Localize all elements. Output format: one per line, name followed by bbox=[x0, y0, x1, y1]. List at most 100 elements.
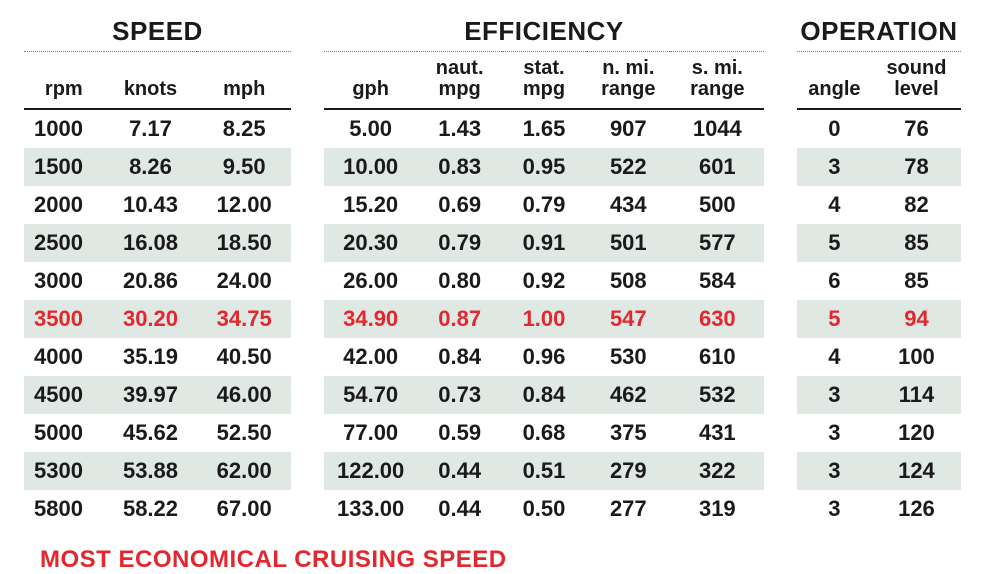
cell-sound: 82 bbox=[872, 186, 961, 224]
cell-srange: 1044 bbox=[670, 109, 764, 148]
cell-mph: 34.75 bbox=[197, 300, 291, 338]
cell-knots: 7.17 bbox=[104, 109, 198, 148]
cell-nmpg: 0.84 bbox=[417, 338, 501, 376]
cell-gph: 26.00 bbox=[324, 262, 418, 300]
cell-sound: 76 bbox=[872, 109, 961, 148]
cell-knots: 45.62 bbox=[104, 414, 198, 452]
cell-nmpg: 1.43 bbox=[417, 109, 501, 148]
cell-nrange: 462 bbox=[586, 376, 670, 414]
section-efficiency: EFFICIENCY bbox=[324, 14, 764, 52]
cell-knots: 8.26 bbox=[104, 148, 198, 186]
cell-rpm: 2500 bbox=[24, 224, 104, 262]
col-nmpg: naut. mpg bbox=[417, 52, 501, 110]
cell-gph: 10.00 bbox=[324, 148, 418, 186]
cell-knots: 10.43 bbox=[104, 186, 198, 224]
cell-smpg: 1.00 bbox=[502, 300, 586, 338]
cell-gph: 54.70 bbox=[324, 376, 418, 414]
cell-gph: 42.00 bbox=[324, 338, 418, 376]
section-header-row: SPEEDEFFICIENCYOPERATION bbox=[24, 14, 961, 52]
cell-nmpg: 0.73 bbox=[417, 376, 501, 414]
cell-nrange: 907 bbox=[586, 109, 670, 148]
col-angle: angle bbox=[797, 52, 872, 110]
table-row: 10007.178.255.001.431.659071044076 bbox=[24, 109, 961, 148]
cell-mph: 9.50 bbox=[197, 148, 291, 186]
cell-smpg: 0.84 bbox=[502, 376, 586, 414]
cell-srange: 610 bbox=[670, 338, 764, 376]
cell-nrange: 508 bbox=[586, 262, 670, 300]
cell-rpm: 3500 bbox=[24, 300, 104, 338]
cell-mph: 12.00 bbox=[197, 186, 291, 224]
cell-angle: 0 bbox=[797, 109, 872, 148]
cell-sound: 120 bbox=[872, 414, 961, 452]
cell-mph: 67.00 bbox=[197, 490, 291, 528]
cell-srange: 532 bbox=[670, 376, 764, 414]
cell-knots: 58.22 bbox=[104, 490, 198, 528]
cell-nrange: 522 bbox=[586, 148, 670, 186]
cell-gph: 15.20 bbox=[324, 186, 418, 224]
cell-srange: 577 bbox=[670, 224, 764, 262]
cell-srange: 319 bbox=[670, 490, 764, 528]
cell-rpm: 2000 bbox=[24, 186, 104, 224]
cell-angle: 5 bbox=[797, 300, 872, 338]
cell-nrange: 530 bbox=[586, 338, 670, 376]
section-operation: OPERATION bbox=[797, 14, 961, 52]
cell-smpg: 0.92 bbox=[502, 262, 586, 300]
table-row: 350030.2034.7534.900.871.00547630594 bbox=[24, 300, 961, 338]
cell-nmpg: 0.79 bbox=[417, 224, 501, 262]
cell-smpg: 0.50 bbox=[502, 490, 586, 528]
cell-knots: 39.97 bbox=[104, 376, 198, 414]
col-nrange: n. mi. range bbox=[586, 52, 670, 110]
cell-srange: 322 bbox=[670, 452, 764, 490]
cell-rpm: 1000 bbox=[24, 109, 104, 148]
cell-srange: 584 bbox=[670, 262, 764, 300]
cell-gph: 77.00 bbox=[324, 414, 418, 452]
cell-rpm: 1500 bbox=[24, 148, 104, 186]
cell-sound: 94 bbox=[872, 300, 961, 338]
cell-sound: 78 bbox=[872, 148, 961, 186]
cell-nmpg: 0.87 bbox=[417, 300, 501, 338]
cell-rpm: 4500 bbox=[24, 376, 104, 414]
cell-nmpg: 0.59 bbox=[417, 414, 501, 452]
footer-note: MOST ECONOMICAL CRUISING SPEED bbox=[24, 528, 961, 574]
cell-rpm: 5000 bbox=[24, 414, 104, 452]
col-gph: gph bbox=[324, 52, 418, 110]
cell-gph: 20.30 bbox=[324, 224, 418, 262]
cell-rpm: 5300 bbox=[24, 452, 104, 490]
cell-smpg: 1.65 bbox=[502, 109, 586, 148]
table-row: 530053.8862.00122.000.440.512793223124 bbox=[24, 452, 961, 490]
cell-mph: 62.00 bbox=[197, 452, 291, 490]
cell-nrange: 547 bbox=[586, 300, 670, 338]
cell-smpg: 0.96 bbox=[502, 338, 586, 376]
cell-angle: 6 bbox=[797, 262, 872, 300]
cell-nrange: 277 bbox=[586, 490, 670, 528]
cell-srange: 500 bbox=[670, 186, 764, 224]
cell-knots: 20.86 bbox=[104, 262, 198, 300]
cell-mph: 24.00 bbox=[197, 262, 291, 300]
col-smpg: stat. mpg bbox=[502, 52, 586, 110]
table-row: 200010.4312.0015.200.690.79434500482 bbox=[24, 186, 961, 224]
col-srange: s. mi. range bbox=[670, 52, 764, 110]
cell-angle: 4 bbox=[797, 338, 872, 376]
table-row: 250016.0818.5020.300.790.91501577585 bbox=[24, 224, 961, 262]
col-knots: knots bbox=[104, 52, 198, 110]
cell-angle: 5 bbox=[797, 224, 872, 262]
cell-angle: 3 bbox=[797, 414, 872, 452]
cell-angle: 3 bbox=[797, 376, 872, 414]
cell-srange: 601 bbox=[670, 148, 764, 186]
cell-rpm: 4000 bbox=[24, 338, 104, 376]
cell-knots: 53.88 bbox=[104, 452, 198, 490]
cell-gph: 122.00 bbox=[324, 452, 418, 490]
table-row: 300020.8624.0026.000.800.92508584685 bbox=[24, 262, 961, 300]
cell-srange: 630 bbox=[670, 300, 764, 338]
cell-mph: 18.50 bbox=[197, 224, 291, 262]
cell-gph: 34.90 bbox=[324, 300, 418, 338]
cell-nmpg: 0.44 bbox=[417, 490, 501, 528]
cell-smpg: 0.95 bbox=[502, 148, 586, 186]
col-sound: sound level bbox=[872, 52, 961, 110]
table-row: 450039.9746.0054.700.730.844625323114 bbox=[24, 376, 961, 414]
cell-angle: 3 bbox=[797, 490, 872, 528]
table-body: 10007.178.255.001.431.65907104407615008.… bbox=[24, 109, 961, 528]
cell-smpg: 0.51 bbox=[502, 452, 586, 490]
cell-angle: 3 bbox=[797, 148, 872, 186]
cell-rpm: 3000 bbox=[24, 262, 104, 300]
